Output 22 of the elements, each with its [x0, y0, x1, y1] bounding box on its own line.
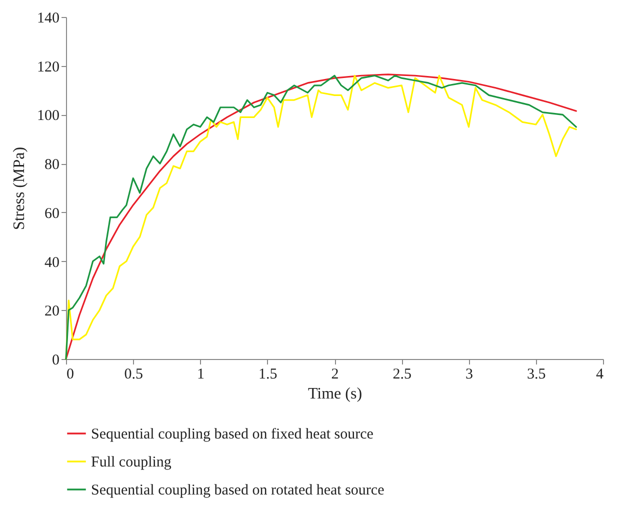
y-tick-label: 60 — [44, 206, 60, 222]
x-tick-label: 4 — [596, 366, 604, 382]
y-tick-label: 40 — [44, 254, 60, 271]
x-axis-title: Time (s) — [308, 386, 362, 402]
x-tick-label: 0 — [66, 366, 74, 382]
x-tick-label: 3 — [466, 366, 473, 382]
y-tick-label: 20 — [44, 304, 60, 320]
y-tick-label: 0 — [52, 352, 60, 368]
y-tick-label: 140 — [37, 10, 60, 26]
legend-label: Sequential coupling based on rotated heat source — [91, 482, 385, 498]
x-tick-label: 2 — [331, 366, 339, 382]
y-tick-label: 120 — [37, 59, 60, 76]
y-tick-label: 100 — [37, 108, 60, 124]
legend-label: Sequential coupling based on fixed heat source — [91, 426, 374, 442]
x-tick-label: 0.5 — [124, 366, 143, 382]
x-tick-label: 2.5 — [392, 366, 412, 382]
y-tick-label: 80 — [44, 157, 60, 174]
legend-label: Full coupling — [91, 454, 172, 470]
x-tick-label: 3.5 — [527, 366, 546, 382]
y-axis-title: Stress (MPa) — [11, 146, 28, 230]
x-tick-label: 1.5 — [258, 366, 278, 382]
x-tick-label: 1 — [197, 366, 204, 382]
